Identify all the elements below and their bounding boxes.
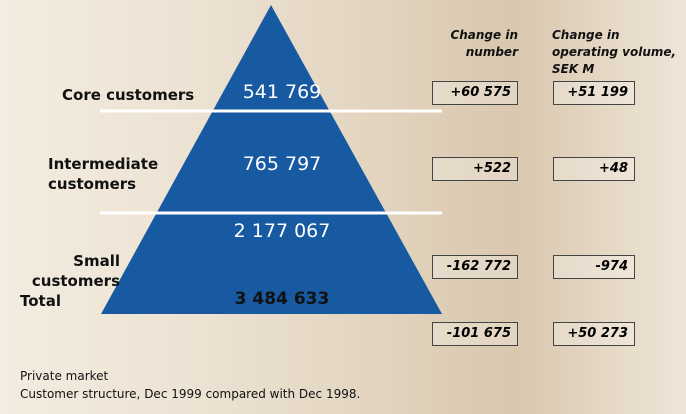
change-value: +522	[432, 157, 518, 181]
change-value: -101 675	[432, 322, 518, 346]
total-count: 3 484 633	[212, 289, 352, 309]
level-label: Intermediate customers	[48, 154, 163, 194]
column-header: Change in operating volume, SEK M	[552, 27, 684, 78]
footer-line: Private market	[20, 367, 108, 385]
change-value: +60 575	[432, 81, 518, 105]
change-value: +48	[553, 157, 635, 181]
page: Core customers Intermediate customers Sm…	[0, 0, 686, 414]
change-value: -974	[553, 255, 635, 279]
change-value: -162 772	[432, 255, 518, 279]
change-value: +51 199	[553, 81, 635, 105]
level-label: Small customers	[20, 251, 120, 291]
level-count: 765 797	[212, 153, 352, 175]
level-count: 2 177 067	[212, 220, 352, 242]
change-value: +50 273	[553, 322, 635, 346]
footer-line: Customer structure, Dec 1999 compared wi…	[20, 385, 360, 403]
column-header: Change in number	[440, 27, 518, 61]
level-count: 541 769	[212, 81, 352, 103]
total-label: Total	[20, 291, 61, 311]
level-label: Core customers	[62, 85, 194, 105]
